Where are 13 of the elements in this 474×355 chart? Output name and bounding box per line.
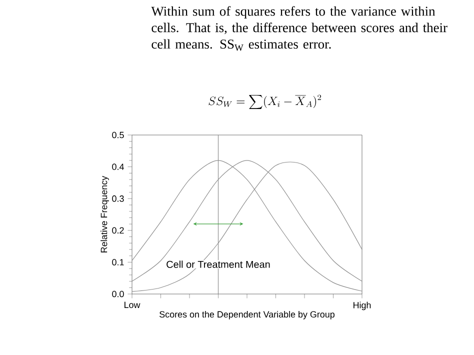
x-axis-title: Scores on the Dependent Variable by Group — [160, 310, 334, 320]
annotation: Cell or Treatment Mean — [166, 260, 270, 268]
y-tick-label: 0.4 — [112, 164, 124, 170]
y-tick-label: 0.3 — [112, 195, 124, 202]
x-tick-label: Low — [124, 302, 140, 308]
y-tick-label: 0.0 — [112, 290, 124, 298]
y-tick-label: 0.5 — [112, 132, 124, 138]
x-tick-label: High — [354, 302, 371, 310]
y-axis-title: Relative Frequency — [100, 176, 109, 252]
text: $SS_W = \sum (X_i - \overline{X}_A)^2$ — [208, 94, 322, 109]
y-tick-label: 0.2 — [112, 227, 124, 234]
y-tick-label: 0.1 — [112, 259, 124, 266]
chart-title: Within sum of squares refers to the variance within cells. That is, the difference between scores and their cell means. SS$_{W}$ estimates error. — [151, 6, 448, 51]
